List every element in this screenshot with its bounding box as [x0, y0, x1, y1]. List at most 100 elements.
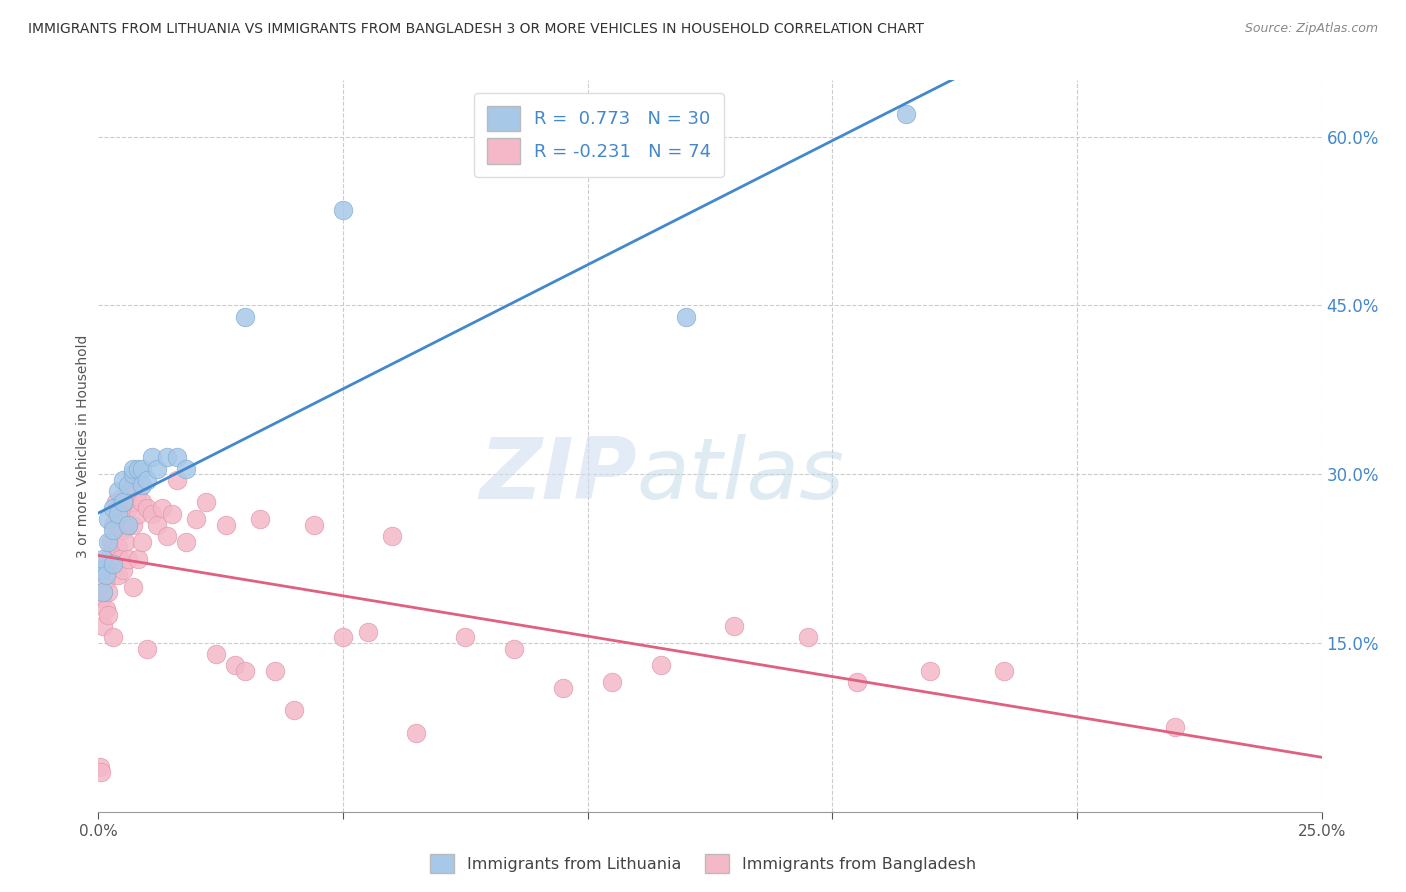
Point [233, 310, 256, 324]
Point [405, 726, 427, 740]
Point [332, 630, 354, 644]
Point [97, 512, 120, 526]
Point [553, 681, 575, 695]
Point [797, 630, 820, 644]
Point [176, 534, 198, 549]
Point [114, 534, 136, 549]
Point [121, 580, 143, 594]
Point [186, 512, 208, 526]
Point [650, 658, 672, 673]
Point [920, 664, 942, 678]
Point [91, 619, 114, 633]
Point [332, 202, 354, 217]
Point [97, 563, 120, 577]
Point [1164, 720, 1187, 734]
Point [111, 495, 134, 509]
Point [224, 658, 246, 673]
Point [117, 500, 139, 515]
Point [160, 507, 183, 521]
Point [91, 585, 114, 599]
Point [993, 664, 1015, 678]
Point [176, 461, 198, 475]
Point [127, 483, 149, 498]
Point [131, 461, 153, 475]
Point [131, 478, 153, 492]
Point [263, 664, 285, 678]
Point [121, 461, 143, 475]
Point [454, 630, 477, 644]
Text: ZIP: ZIP [479, 434, 637, 516]
Point [101, 500, 124, 515]
Point [107, 507, 129, 521]
Point [90, 765, 112, 780]
Point [94, 602, 117, 616]
Text: IMMIGRANTS FROM LITHUANIA VS IMMIGRANTS FROM BANGLADESH 3 OR MORE VEHICLES IN HO: IMMIGRANTS FROM LITHUANIA VS IMMIGRANTS … [28, 22, 924, 37]
Point [117, 483, 139, 498]
Point [101, 517, 124, 532]
Point [302, 517, 325, 532]
Point [233, 664, 256, 678]
Y-axis label: 3 or more Vehicles in Household: 3 or more Vehicles in Household [76, 334, 90, 558]
Point [381, 529, 404, 543]
Point [107, 541, 129, 555]
Legend: Immigrants from Lithuania, Immigrants from Bangladesh: Immigrants from Lithuania, Immigrants fr… [423, 847, 983, 880]
Text: Source: ZipAtlas.com: Source: ZipAtlas.com [1244, 22, 1378, 36]
Point [156, 450, 179, 465]
Point [121, 495, 143, 509]
Point [107, 500, 129, 515]
Point [503, 641, 526, 656]
Point [127, 461, 149, 475]
Point [94, 574, 117, 588]
Point [111, 473, 134, 487]
Point [111, 524, 134, 538]
Point [101, 524, 124, 538]
Point [97, 585, 120, 599]
Point [127, 507, 149, 521]
Point [146, 461, 169, 475]
Point [100, 534, 122, 549]
Point [107, 568, 129, 582]
Point [136, 641, 159, 656]
Legend: R =  0.773   N = 30, R = -0.231   N = 74: R = 0.773 N = 30, R = -0.231 N = 74 [474, 93, 724, 177]
Point [205, 647, 228, 661]
Point [166, 473, 188, 487]
Point [121, 467, 143, 482]
Point [195, 495, 218, 509]
Point [91, 551, 114, 566]
Point [89, 760, 111, 774]
Point [131, 495, 153, 509]
Point [111, 563, 134, 577]
Point [894, 107, 917, 121]
Point [675, 310, 697, 324]
Point [107, 517, 129, 532]
Point [117, 517, 139, 532]
Point [723, 619, 745, 633]
Point [156, 529, 179, 543]
Point [101, 630, 124, 644]
Point [141, 450, 163, 465]
Point [104, 495, 127, 509]
Point [97, 534, 120, 549]
Point [110, 551, 132, 566]
Point [117, 478, 139, 492]
Point [136, 473, 159, 487]
Point [136, 500, 159, 515]
Point [101, 557, 124, 571]
Point [101, 541, 124, 555]
Point [91, 563, 114, 577]
Point [117, 551, 139, 566]
Point [127, 551, 149, 566]
Point [121, 517, 143, 532]
Point [131, 534, 153, 549]
Point [90, 563, 112, 577]
Point [97, 607, 120, 622]
Point [600, 675, 623, 690]
Point [214, 517, 236, 532]
Point [845, 675, 868, 690]
Point [121, 473, 143, 487]
Point [356, 624, 378, 639]
Point [117, 517, 139, 532]
Point [111, 490, 134, 504]
Point [150, 500, 173, 515]
Point [97, 551, 120, 566]
